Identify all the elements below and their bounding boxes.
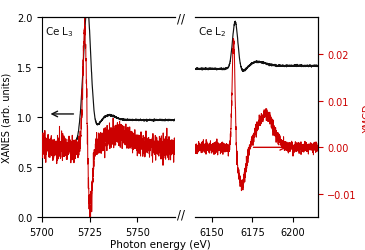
- Text: Ce L$_2$: Ce L$_2$: [198, 26, 226, 39]
- Text: Ce L$_3$: Ce L$_3$: [45, 26, 74, 39]
- Y-axis label: XMCD: XMCD: [362, 103, 365, 132]
- Text: Photon energy (eV): Photon energy (eV): [110, 240, 211, 250]
- Y-axis label: XANES (arb. units): XANES (arb. units): [1, 72, 11, 162]
- Text: //: //: [177, 12, 185, 25]
- Text: //: //: [177, 207, 185, 220]
